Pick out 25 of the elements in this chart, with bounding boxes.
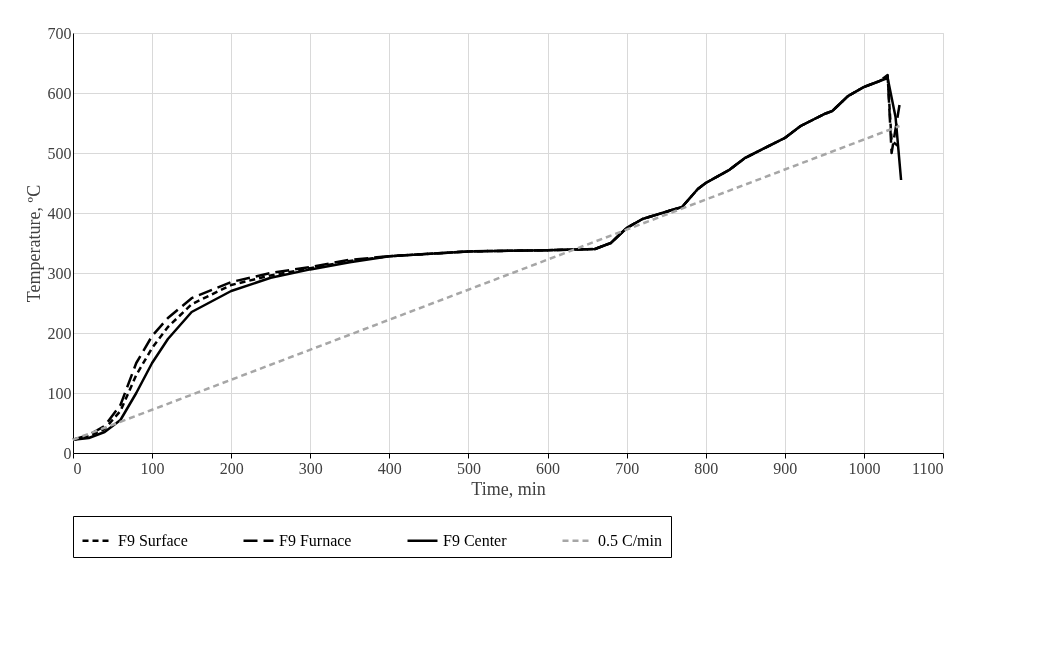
x-tick-label: 700 (615, 459, 640, 477)
y-tick-label: 200 (47, 324, 72, 342)
x-tick-label: 900 (773, 459, 798, 477)
x-tick-label: 400 (377, 459, 402, 477)
x-tick-label: 100 (140, 459, 165, 477)
x-tick-label: 500 (456, 459, 481, 477)
legend-label: F9 Surface (118, 531, 188, 549)
y-tick-label: 0 (63, 444, 72, 462)
y-tick-label: 700 (47, 24, 72, 42)
legend-label: 0.5 C/min (598, 531, 663, 549)
legend-label: F9 Furnace (279, 531, 352, 549)
x-tick-label: 1100 (912, 459, 944, 477)
x-tick-label: 300 (298, 459, 323, 477)
y-tick-label: 600 (47, 84, 72, 102)
y-tick-label: 400 (47, 204, 72, 222)
y-axis-title: Temperature, ºC (23, 184, 44, 303)
x-axis-title: Time, min (471, 478, 546, 499)
y-tick-label: 300 (47, 264, 72, 282)
x-tick-label: 800 (694, 459, 719, 477)
y-tick-label: 100 (47, 384, 72, 402)
legend-label: F9 Center (443, 531, 508, 549)
x-tick-label: 1000 (848, 459, 881, 477)
y-tick-label: 500 (47, 144, 72, 162)
x-tick-label: 200 (219, 459, 244, 477)
x-tick-label: 600 (536, 459, 561, 477)
